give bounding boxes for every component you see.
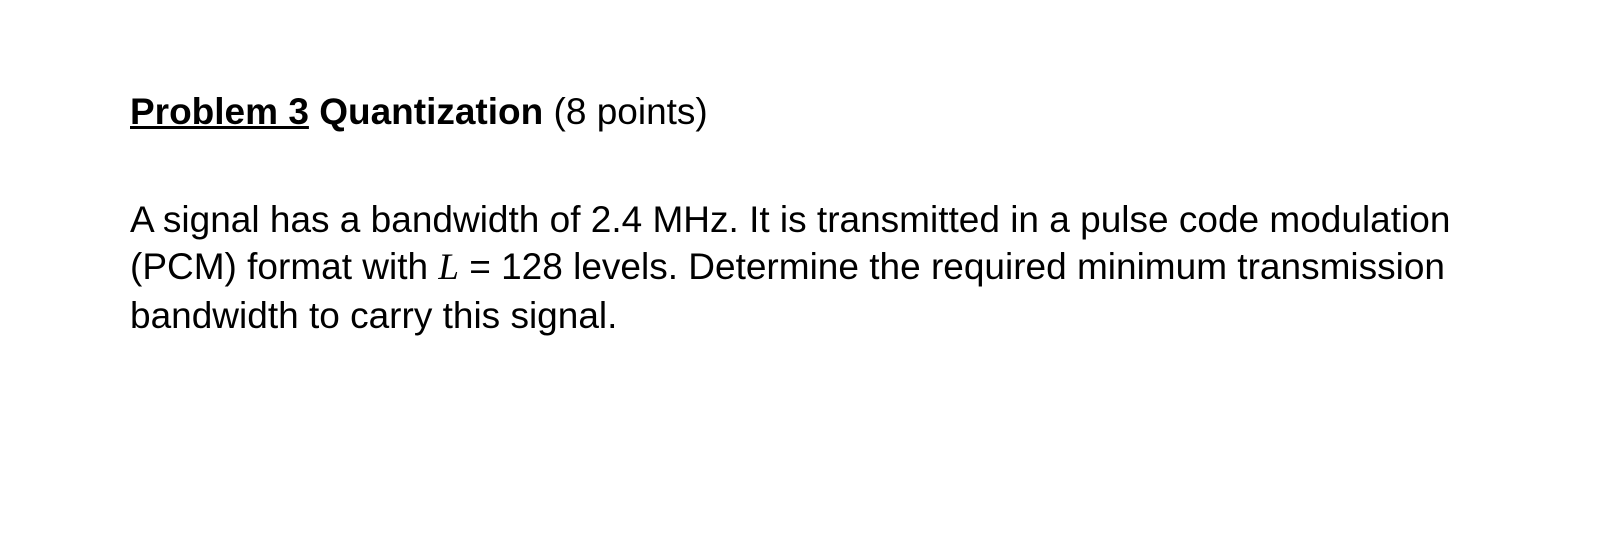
problem-body: A signal has a bandwidth of 2.4 MHz. It … (130, 196, 1484, 339)
title-spacer-2 (543, 91, 553, 132)
title-spacer (309, 91, 319, 132)
problem-number: Problem 3 (130, 91, 309, 132)
problem-title-line: Problem 3 Quantization (8 points) (130, 88, 1484, 136)
problem-points: (8 points) (554, 91, 708, 132)
problem-container: Problem 3 Quantization (8 points) A sign… (0, 0, 1614, 339)
problem-subtitle: Quantization (319, 91, 543, 132)
variable-L: L (438, 247, 459, 288)
